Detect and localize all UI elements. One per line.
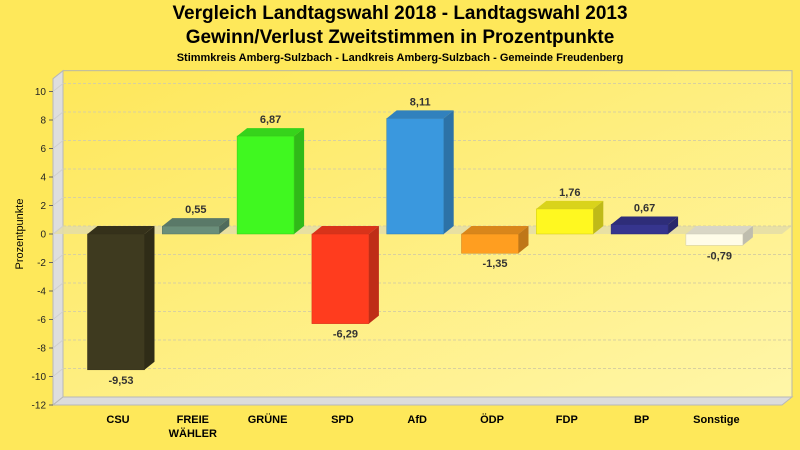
bar-csu: [87, 226, 155, 371]
bar-grüne: [236, 128, 305, 235]
y-tick-label: -4: [37, 287, 46, 298]
y-tick-label: 6: [40, 144, 46, 155]
bar-side-face: [593, 200, 604, 234]
y-tick-label: -10: [32, 372, 47, 383]
bar-top-face: [237, 128, 305, 137]
data-label: 0,67: [634, 202, 655, 214]
bar-top-face: [461, 226, 529, 234]
plot-floor: [51, 396, 794, 406]
x-tick-label-line: WÄHLER: [169, 427, 217, 440]
x-tick-label: FREIE WÄHLER: [169, 414, 217, 440]
x-tick-label: BP: [634, 414, 649, 426]
data-label: -1,35: [482, 258, 507, 270]
y-tick-label: -12: [32, 401, 47, 412]
y-tick-label: 2: [40, 201, 46, 212]
bar-side-face: [518, 226, 529, 254]
data-label: -6,29: [333, 329, 358, 341]
gridline-side: [52, 225, 64, 235]
bar-top-face: [386, 110, 454, 119]
bar-front-face: [236, 135, 295, 235]
bar-front-face: [386, 118, 444, 235]
x-tick-label: Sonstige: [693, 414, 739, 426]
y-tick-label: -6: [37, 315, 46, 326]
plot-left-wall: [52, 69, 64, 407]
gridline-side: [52, 111, 64, 121]
bar-front-face: [87, 233, 145, 371]
x-tick-label: SPD: [331, 414, 354, 426]
bar-top-face: [162, 218, 230, 227]
bar-side-face: [443, 110, 454, 234]
bar-side-face: [219, 218, 230, 234]
gridline-side: [52, 368, 64, 377]
bar-afd: [386, 110, 454, 235]
chart-subtitle: Gewinn/Verlust Zweitstimmen in Prozentpu…: [185, 27, 615, 48]
x-tick-label: ÖDP: [480, 413, 504, 426]
gridline-side: [52, 140, 64, 149]
chart-subtitle-region: Stimmkreis Amberg-Sulzbach - Landkreis A…: [176, 52, 624, 64]
y-tick-label: -8: [37, 344, 46, 355]
bar-fdp: [536, 200, 604, 235]
bar-front-face: [610, 224, 669, 235]
bar-side-face: [144, 226, 155, 370]
y-tick-label: 4: [40, 173, 46, 184]
gridline-side: [52, 197, 64, 206]
gridline-side: [52, 282, 64, 292]
bar-top-face: [611, 216, 679, 225]
bar-sonstige: [685, 226, 753, 246]
y-tick-label: 8: [40, 116, 46, 127]
data-label: 8,11: [410, 96, 431, 108]
bar-front-face: [311, 233, 370, 324]
data-label: 1,76: [559, 187, 580, 199]
bar-top-face: [536, 200, 604, 209]
bar-spd: [311, 226, 379, 324]
y-tick-label: 10: [35, 87, 47, 98]
bar-ödp: [461, 226, 529, 254]
bar-freie-wähler: [162, 218, 230, 235]
bar-front-face: [536, 208, 594, 235]
y-tick-label: 0: [40, 230, 46, 241]
data-label: -9,53: [108, 375, 133, 387]
bar-side-face: [294, 128, 305, 234]
gridline-side: [52, 339, 64, 349]
gridline-side: [52, 311, 64, 320]
bar-side-face: [368, 226, 379, 324]
bar-top-face: [87, 226, 155, 234]
bar-top-face: [685, 226, 753, 234]
bar-side-face: [668, 216, 679, 234]
x-tick-label: CSU: [106, 414, 129, 426]
x-tick-label: FDP: [556, 414, 578, 426]
gridline-side: [52, 254, 64, 263]
x-tick-label: AfD: [407, 414, 427, 426]
bar-bp: [610, 216, 679, 235]
x-tick-label-line: FREIE: [177, 414, 209, 426]
gridline-side: [52, 83, 64, 92]
gridline-side: [52, 168, 64, 178]
data-label: 0,55: [185, 204, 206, 216]
bar-front-face: [162, 225, 220, 235]
bar-top-face: [311, 226, 379, 234]
bar-front-face: [461, 233, 519, 254]
y-tick-label: -2: [37, 258, 46, 269]
bar-side-face: [742, 226, 753, 246]
x-tick-label: GRÜNE: [248, 413, 288, 426]
data-label: 6,87: [260, 114, 281, 126]
y-axis-label: Prozentpunkte: [14, 199, 26, 270]
chart-title: Vergleich Landtagswahl 2018 - Landtagswa…: [172, 3, 628, 24]
data-label: -0,79: [707, 250, 732, 262]
bar-front-face: [685, 233, 744, 246]
